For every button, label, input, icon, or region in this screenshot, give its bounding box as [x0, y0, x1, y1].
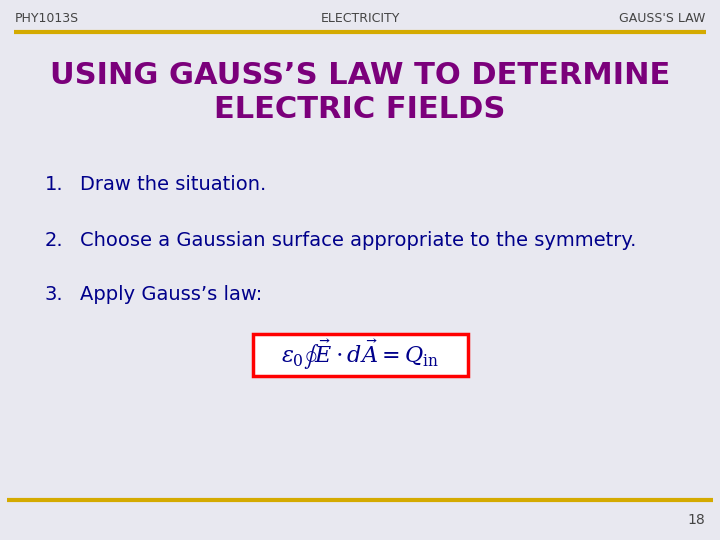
Text: 18: 18	[688, 513, 705, 527]
Text: 1.: 1.	[45, 176, 63, 194]
Text: PHY1013S: PHY1013S	[15, 11, 79, 24]
Text: 2.: 2.	[45, 231, 63, 249]
FancyBboxPatch shape	[253, 334, 467, 376]
Text: $\varepsilon_0 \oint \vec{E} \cdot d\vec{A} = Q_{\rm in}$: $\varepsilon_0 \oint \vec{E} \cdot d\vec…	[281, 338, 439, 372]
Text: Choose a Gaussian surface appropriate to the symmetry.: Choose a Gaussian surface appropriate to…	[80, 231, 636, 249]
Text: Draw the situation.: Draw the situation.	[80, 176, 266, 194]
Text: ELECTRIC FIELDS: ELECTRIC FIELDS	[215, 96, 505, 125]
Text: 3.: 3.	[45, 286, 63, 305]
Text: ELECTRICITY: ELECTRICITY	[320, 11, 400, 24]
Text: GAUSS'S LAW: GAUSS'S LAW	[618, 11, 705, 24]
Text: Apply Gauss’s law:: Apply Gauss’s law:	[80, 286, 262, 305]
Text: USING GAUSS’S LAW TO DETERMINE: USING GAUSS’S LAW TO DETERMINE	[50, 60, 670, 90]
